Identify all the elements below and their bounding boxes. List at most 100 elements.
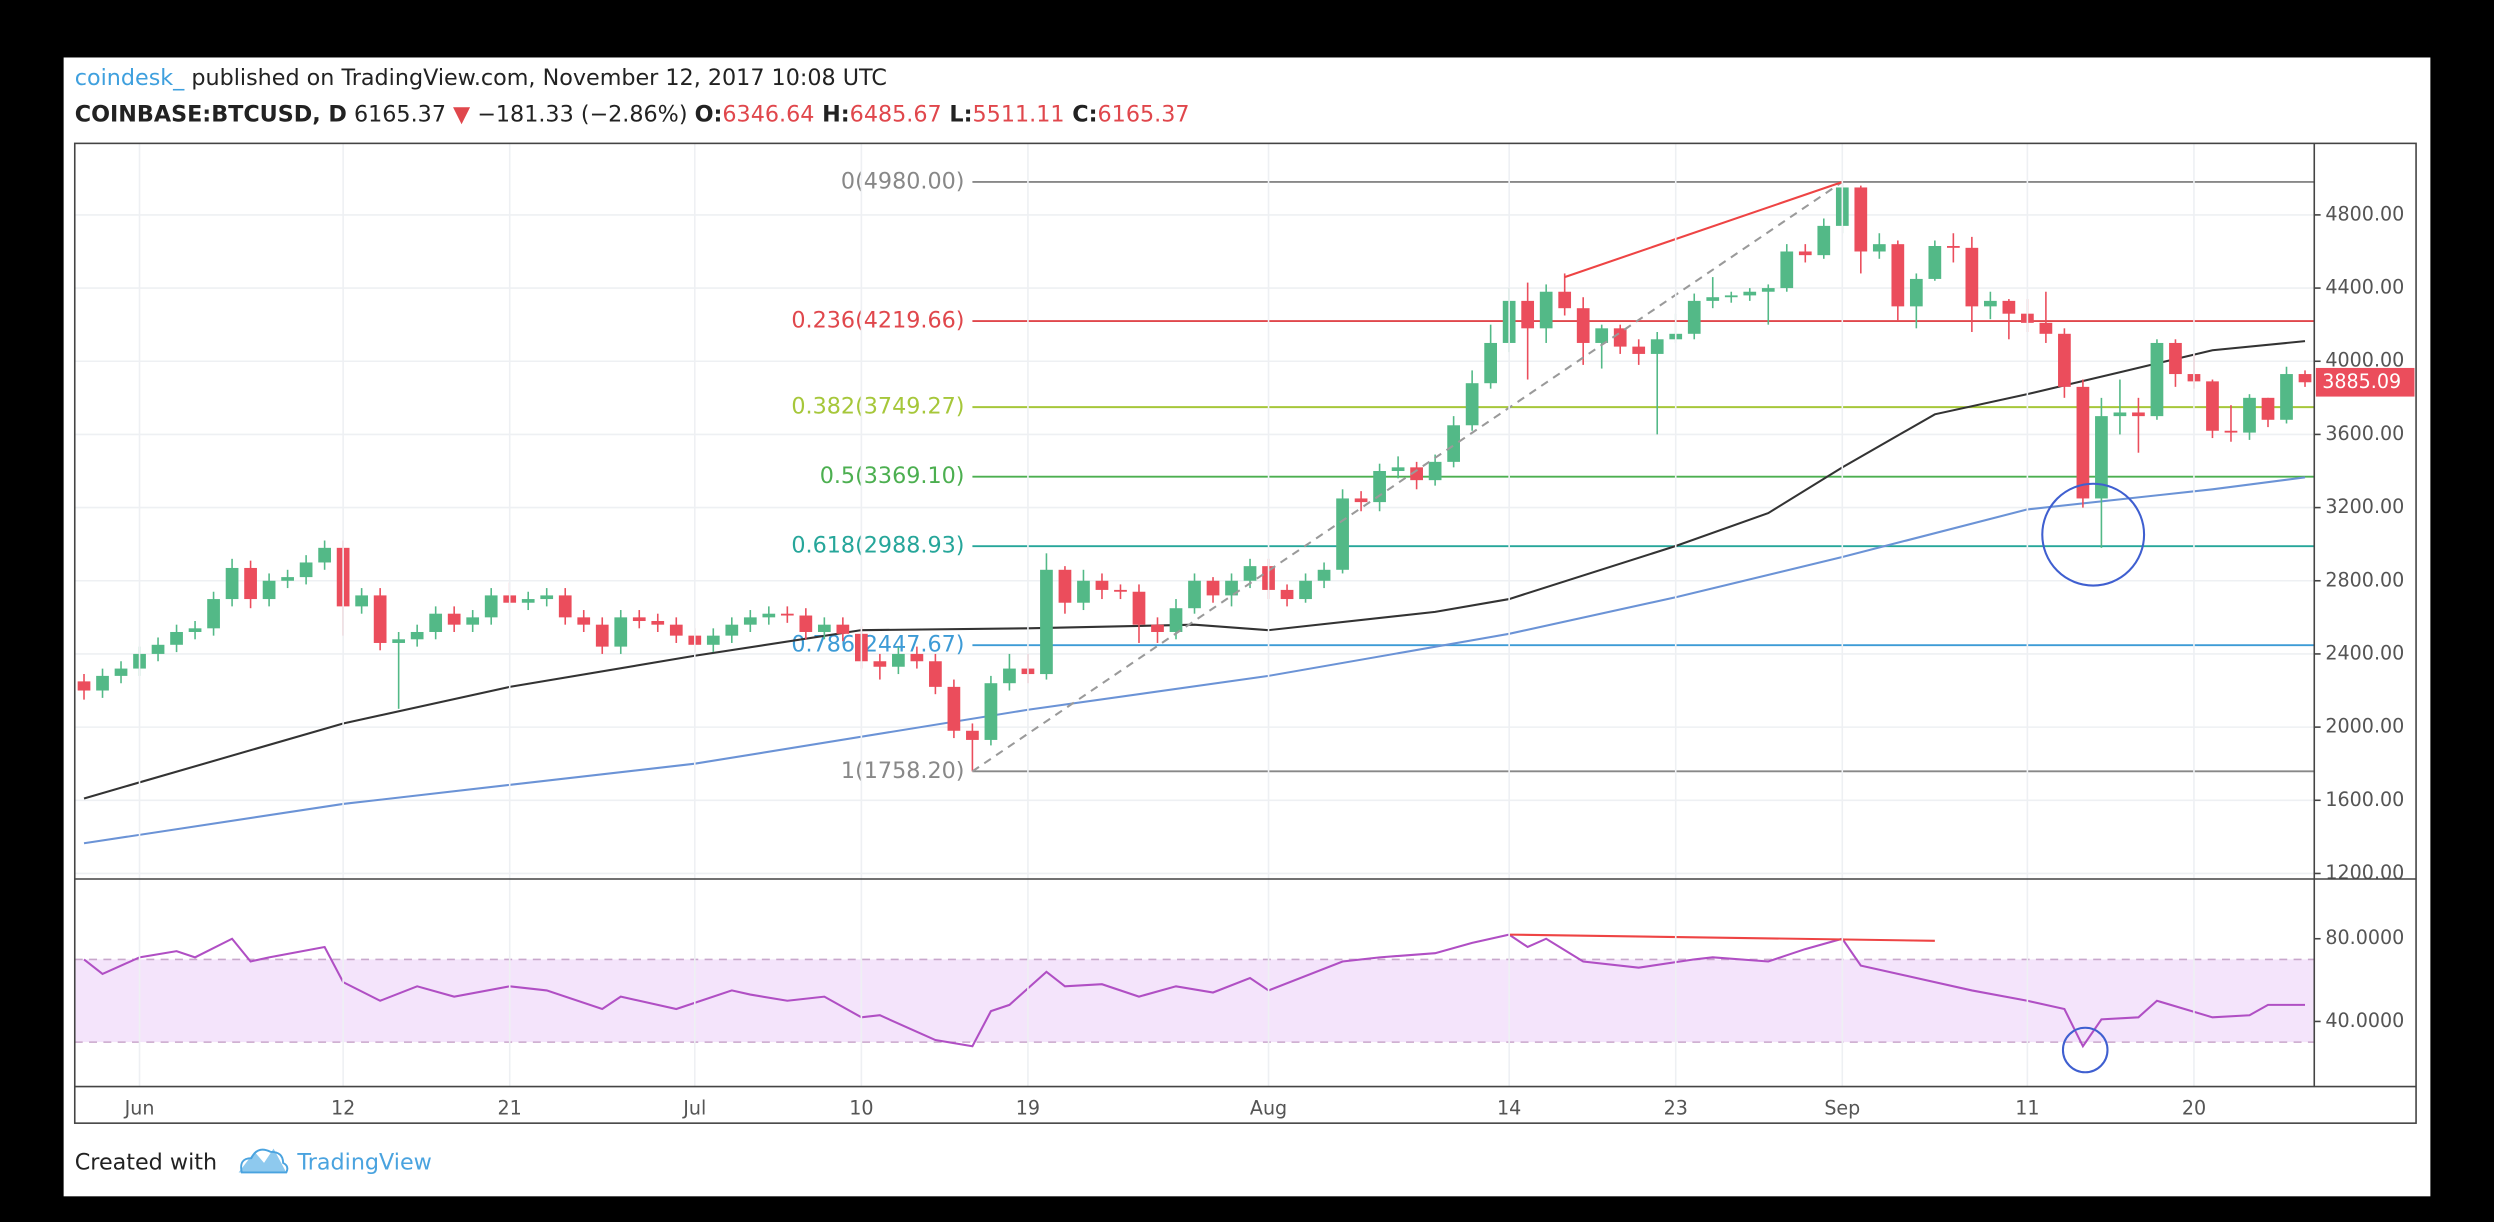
candle-body [799, 615, 813, 632]
candle-body [1003, 668, 1016, 684]
candle-body [1595, 328, 1609, 343]
annotation-circle [2041, 482, 2146, 587]
candle-body [392, 639, 406, 643]
c-label: C: [1065, 101, 1098, 127]
x-tick-label: 12 [331, 1097, 355, 1119]
candle-body [1909, 278, 1923, 307]
candle-body [762, 613, 776, 618]
footer-brand[interactable]: TradingView [296, 1149, 431, 1175]
candle-body [2132, 412, 2145, 417]
candle-body [2298, 374, 2312, 383]
y-tick-label: 40.0000 [2325, 1010, 2404, 1032]
candle-body [1114, 589, 1127, 592]
fib-label: 0.618(2988.93) [791, 533, 964, 559]
author[interactable]: coindesk_ [75, 65, 185, 91]
y-tick-label: 1200.00 [2325, 862, 2404, 884]
candle-body [1854, 187, 1868, 252]
candle-body [1650, 339, 1664, 354]
x-tick-label: 10 [849, 1097, 873, 1119]
candle-body [2243, 397, 2256, 433]
candle-body [1780, 251, 1794, 289]
x-tick-label: 20 [2182, 1097, 2206, 1119]
candle-body [2261, 397, 2275, 420]
footer-created: Created with [75, 1149, 217, 1175]
candle-body [2076, 386, 2090, 499]
candle-body [1373, 471, 1386, 503]
y-tick-label: 3600.00 [2325, 423, 2404, 445]
candle-body [521, 599, 535, 603]
candle-body [114, 668, 128, 676]
candle-body [1188, 580, 1201, 609]
x-tick-label: 19 [1016, 1097, 1040, 1119]
candle-body [836, 624, 850, 634]
price-pane: 0(4980.00) 0.236(4219.66) 0.382(3749.27) 0.… [74, 168, 2315, 875]
c-value: 6165.37 [1098, 101, 1190, 127]
candle-body [1521, 300, 1535, 329]
candle-body [410, 631, 424, 640]
candle-body [632, 617, 646, 622]
candle-body [966, 730, 979, 740]
candle-body [1687, 300, 1701, 334]
candle-body [447, 613, 461, 625]
y-tick-label: 2400.00 [2325, 642, 2404, 664]
o-label: O: [695, 101, 723, 127]
rsi-line [83, 933, 2306, 1049]
x-tick-label: 11 [2015, 1097, 2039, 1119]
candle-body [651, 621, 665, 625]
l-label: L: [942, 101, 973, 127]
x-tick-label: 23 [1664, 1097, 1688, 1119]
candle-body [892, 653, 905, 667]
candle-body [1984, 300, 1997, 307]
candle-body [614, 617, 628, 647]
candle-body [984, 683, 998, 740]
x-tick-label: Sep [1824, 1097, 1860, 1119]
rsi-band [74, 959, 2315, 1043]
candle-body [1872, 244, 1886, 252]
candle-body [77, 681, 91, 691]
candle-body [244, 567, 257, 600]
y-tick-label: 1600.00 [2325, 789, 2404, 811]
fib-label: 1(1758.20) [841, 758, 965, 784]
candle-body [947, 686, 961, 731]
candle-body [1724, 295, 1738, 298]
candle-body [1151, 624, 1164, 632]
quote-line: COINBASE:BTCUSD, D 6165.37 ▼ −181.33 (−2… [75, 101, 1190, 127]
last-price-box [2315, 367, 2415, 397]
candle-body [1539, 291, 1553, 329]
candle-body [2002, 300, 2016, 314]
y-tick-label: 3200.00 [2325, 496, 2404, 518]
fib-label: 0.786(2447.67) [791, 632, 964, 658]
fib-label: 0(4980.00) [841, 168, 965, 194]
plot-area: 0(4980.00) 0.236(4219.66) 0.382(3749.27) 0.… [74, 143, 2415, 1119]
candle-body [1447, 425, 1460, 462]
candle-body [558, 595, 572, 618]
candle-body [1798, 251, 1812, 256]
candle-body [1336, 498, 1349, 570]
last-price-label: 3885.09 [2322, 371, 2401, 393]
fib-label: 0.5(3369.10) [820, 463, 965, 489]
x-tick-label: Jul [682, 1097, 706, 1119]
candle-body [2280, 374, 2293, 420]
candle-body [743, 617, 757, 625]
tradingview-logo [238, 1148, 289, 1174]
y-tick-label: 4000.00 [2325, 350, 2404, 372]
annotation-circle [2061, 1026, 2109, 1074]
y-tick-label: 4400.00 [2325, 277, 2404, 299]
candle-body [188, 628, 202, 632]
candle-body [1576, 308, 1590, 343]
candle-body [817, 624, 831, 632]
o-value: 6346.64 [722, 101, 814, 127]
candle-body [373, 595, 387, 643]
x-tick-label: Jun [124, 1097, 155, 1119]
candle-body [2169, 342, 2182, 375]
y-tick-label: 4800.00 [2325, 203, 2404, 225]
candle-body [355, 595, 368, 607]
candle-body [706, 635, 720, 645]
candle-body [207, 599, 220, 629]
candle-body [281, 577, 294, 581]
candle-body [225, 567, 239, 600]
moving-average [83, 340, 2306, 800]
chart-border [73, 142, 2417, 1124]
candle-body [540, 595, 554, 600]
candle-body [1354, 498, 1368, 503]
